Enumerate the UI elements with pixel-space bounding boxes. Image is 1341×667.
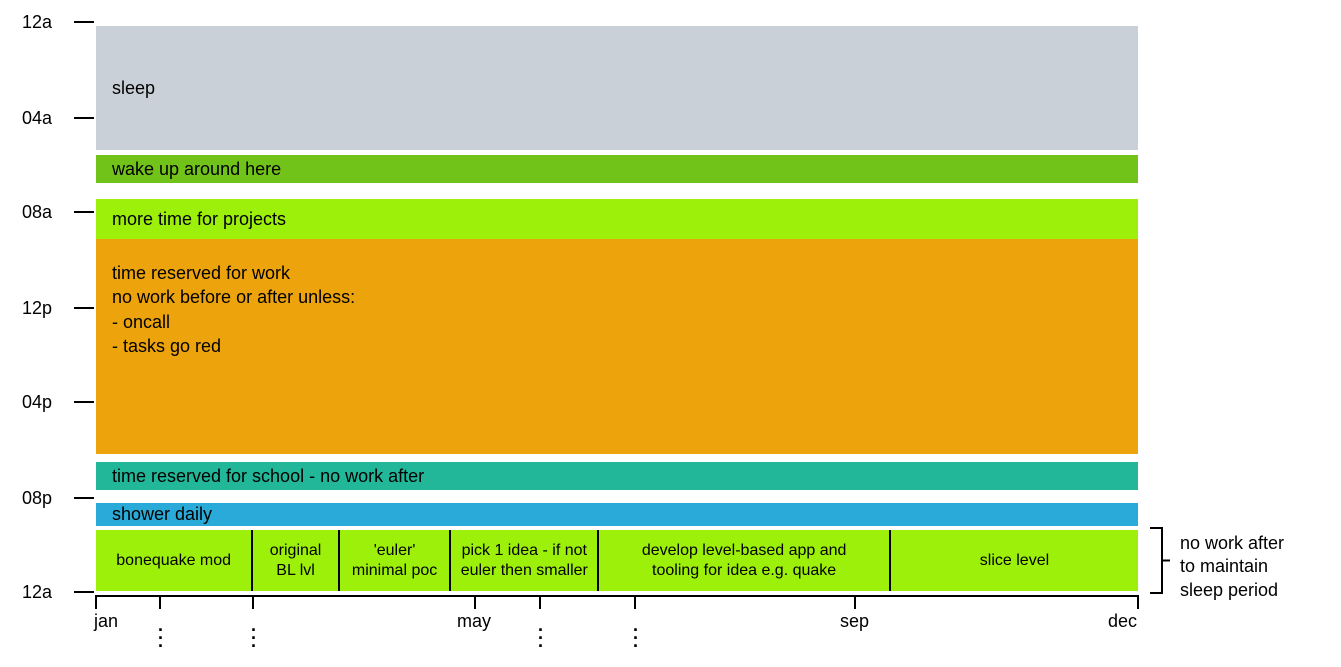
project-cell: slice level (891, 530, 1138, 591)
project-label: 'euler' minimal poc (352, 541, 437, 579)
x-axis-ellipsis: ... (633, 621, 638, 645)
project-cell: 'euler' minimal poc (340, 530, 451, 591)
x-axis-label: jan (94, 611, 118, 632)
x-axis-tick (634, 595, 636, 609)
y-axis-label: 04p (0, 392, 52, 413)
project-label: pick 1 idea - if not euler then smaller (461, 541, 588, 579)
x-axis-label: dec (1108, 611, 1137, 632)
project-cell: develop level-based app and tooling for … (599, 530, 891, 591)
y-axis-tick (74, 211, 94, 213)
band-label: wake up around here (112, 159, 281, 180)
y-axis-tick (74, 497, 94, 499)
y-axis-label: 12p (0, 298, 52, 319)
band-label: sleep (112, 78, 155, 99)
x-axis-ellipsis: ... (538, 621, 543, 645)
projects-row: bonequake mod original BL lvl 'euler' mini… (96, 530, 1138, 591)
x-axis-tick (159, 595, 161, 609)
x-axis-label: sep (840, 611, 869, 632)
y-axis-label: 08p (0, 488, 52, 509)
y-axis-tick (74, 401, 94, 403)
band-school: time reserved for school - no work after (96, 462, 1138, 490)
project-label: slice level (980, 551, 1049, 570)
y-axis-label: 08a (0, 202, 52, 223)
band-wake: wake up around here (96, 155, 1138, 183)
y-axis-tick (74, 591, 94, 593)
y-axis-tick (74, 21, 94, 23)
y-axis-label: 04a (0, 108, 52, 129)
x-axis-tick (854, 595, 856, 609)
x-axis-tick (539, 595, 541, 609)
band-label: time reserved for school - no work after (112, 466, 424, 487)
x-axis-tick (1137, 595, 1139, 609)
band-label: time reserved for work no work before or… (112, 261, 355, 358)
band-work: time reserved for work no work before or… (96, 239, 1138, 454)
y-axis-label: 12a (0, 12, 52, 33)
x-axis-label: may (457, 611, 491, 632)
band-label: more time for projects (112, 209, 286, 230)
y-axis-tick (74, 307, 94, 309)
x-axis-tick (95, 595, 97, 609)
y-axis-label: 12a (0, 582, 52, 603)
x-axis-tick (474, 595, 476, 609)
side-note: no work after to maintain sleep period (1180, 532, 1284, 602)
band-sleep: sleep (96, 26, 1138, 150)
y-axis-tick (74, 117, 94, 119)
band-projects: more time for projects (96, 199, 1138, 239)
project-cell: bonequake mod (96, 530, 253, 591)
project-cell: original BL lvl (253, 530, 339, 591)
band-shower: shower daily (96, 503, 1138, 526)
x-axis-tick (252, 595, 254, 609)
x-axis-ellipsis: ... (158, 621, 163, 645)
band-label: shower daily (112, 504, 212, 525)
project-cell: pick 1 idea - if not euler then smaller (451, 530, 599, 591)
project-label: develop level-based app and tooling for … (642, 541, 847, 579)
project-label: original BL lvl (270, 541, 322, 579)
bracket-icon (1148, 526, 1172, 595)
project-label: bonequake mod (116, 551, 231, 570)
x-axis-ellipsis: ... (251, 621, 256, 645)
